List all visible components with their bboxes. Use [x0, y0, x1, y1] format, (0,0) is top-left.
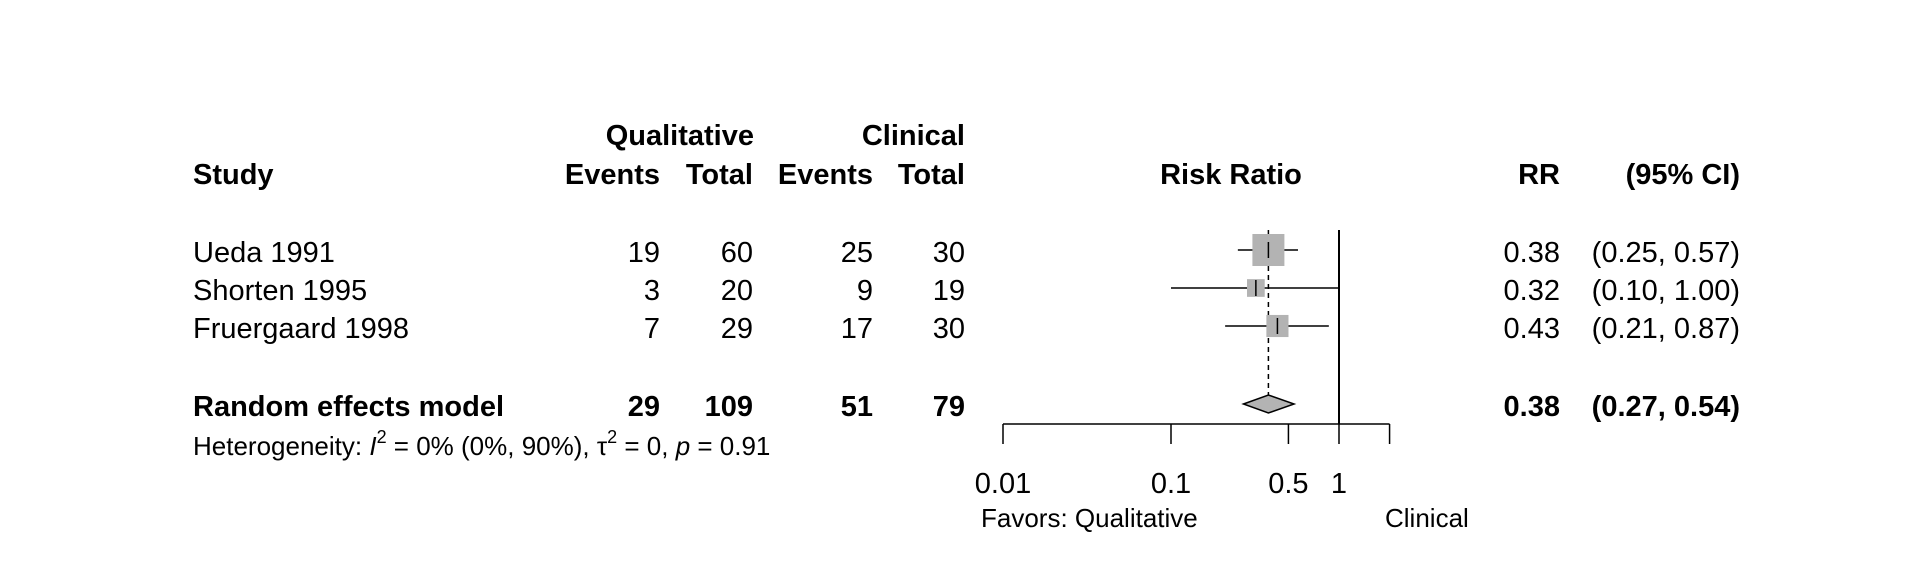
- plot-area: 0.01 0.1 0.5 1: [975, 230, 1391, 500]
- total1-value: 29: [721, 313, 753, 345]
- pooled-rr-value: 0.38: [1504, 391, 1560, 423]
- group1-header: Qualitative: [606, 120, 754, 152]
- events2-value: 9: [857, 275, 873, 307]
- total2-value: 30: [933, 237, 965, 269]
- total1-value: 20: [721, 275, 753, 307]
- tau-symbol: τ: [597, 431, 608, 461]
- pooled-row: Random effects model 29 109 51 79 0.38 (…: [193, 391, 1740, 423]
- pooled-ci-value: (0.27, 0.54): [1592, 391, 1740, 423]
- pooled-total2: 79: [933, 391, 965, 423]
- events2-value: 25: [841, 237, 873, 269]
- total2-header: Total: [898, 159, 965, 191]
- events1-value: 19: [628, 237, 660, 269]
- p-text: = 0.91: [690, 431, 770, 461]
- study-row-1: Ueda 1991 19 60 25 30 0.38 (0.25, 0.57): [193, 237, 1740, 269]
- total2-value: 30: [933, 313, 965, 345]
- pooled-diamond: [1241, 394, 1297, 414]
- events1-value: 7: [644, 313, 660, 345]
- x-tick-label: 1: [1331, 468, 1347, 500]
- rr-value: 0.43: [1504, 313, 1560, 345]
- pooled-events1: 29: [628, 391, 660, 423]
- tau-superscript: 2: [607, 427, 617, 447]
- study-header: Study: [193, 159, 274, 191]
- effect-header: Risk Ratio: [1160, 159, 1302, 191]
- x-tick-label: 0.1: [1151, 468, 1191, 500]
- study-name: Ueda 1991: [193, 237, 335, 269]
- pooled-total1: 109: [705, 391, 753, 423]
- ci-header: (95% CI): [1626, 159, 1740, 191]
- study-name: Fruergaard 1998: [193, 313, 409, 345]
- rr-value: 0.32: [1504, 275, 1560, 307]
- p-symbol: p: [675, 431, 690, 461]
- pooled-name: Random effects model: [193, 391, 504, 423]
- total2-value: 19: [933, 275, 965, 307]
- study-name: Shorten 1995: [193, 275, 367, 307]
- ci-value: (0.21, 0.87): [1592, 313, 1740, 345]
- total1-value: 60: [721, 237, 753, 269]
- ci-value: (0.10, 1.00): [1592, 275, 1740, 307]
- heterogeneity-text: Heterogeneity: I2 = 0% (0%, 90%), τ2 = 0…: [193, 427, 770, 461]
- heterogeneity-prefix: Heterogeneity:: [193, 431, 369, 461]
- i2-text: = 0% (0%, 90%),: [387, 431, 597, 461]
- group2-header: Clinical: [862, 120, 965, 152]
- events1-header: Events: [565, 159, 660, 191]
- ci-value: (0.25, 0.57): [1592, 237, 1740, 269]
- study-row-2: Shorten 1995 3 20 9 19 0.32 (0.10, 1.00): [193, 275, 1740, 307]
- events1-value: 3: [644, 275, 660, 307]
- i2-symbol: I: [369, 431, 376, 461]
- i2-superscript: 2: [377, 427, 387, 447]
- tau-text: = 0,: [617, 431, 676, 461]
- favors-right-label: Clinical: [1385, 503, 1469, 533]
- x-tick-label: 0.5: [1268, 468, 1308, 500]
- rr-header: RR: [1518, 159, 1560, 191]
- events2-value: 17: [841, 313, 873, 345]
- x-tick-label: 0.01: [975, 468, 1031, 500]
- pooled-events2: 51: [841, 391, 873, 423]
- favors-left-label: Favors: Qualitative: [981, 503, 1198, 533]
- rr-value: 0.38: [1504, 237, 1560, 269]
- events2-header: Events: [778, 159, 873, 191]
- total1-header: Total: [686, 159, 753, 191]
- study-row-3: Fruergaard 1998 7 29 17 30 0.43 (0.21, 0…: [193, 313, 1740, 345]
